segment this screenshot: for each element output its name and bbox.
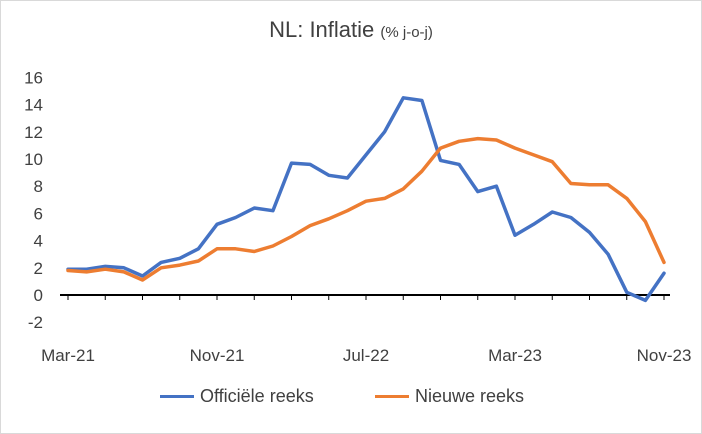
x-tick-label: Mar-21	[41, 346, 95, 365]
y-tick-label: 8	[34, 177, 43, 196]
legend-item-officiele: Officiële reeks	[160, 386, 314, 407]
x-tick-label: Jul-22	[343, 346, 389, 365]
chart-title-block: NL: Inflatie (% j-o-j)	[0, 17, 702, 43]
chart-title: NL: Inflatie	[269, 17, 375, 42]
legend-swatch-nieuwe	[375, 395, 409, 398]
x-tick-label: Nov-23	[637, 346, 692, 365]
y-tick-label: 10	[24, 150, 43, 169]
y-tick-label: 12	[24, 123, 43, 142]
y-tick-label: 4	[34, 232, 43, 251]
y-tick-label: 0	[34, 286, 43, 305]
x-tick-label: Mar-23	[488, 346, 542, 365]
y-tick-label: 14	[24, 96, 43, 115]
y-tick-label: 2	[34, 259, 43, 278]
legend-label-nieuwe: Nieuwe reeks	[415, 386, 525, 406]
chart-subtitle: (% j-o-j)	[380, 24, 433, 41]
legend-swatch-officiele	[160, 395, 194, 398]
legend-label-officiele: Officiële reeks	[200, 386, 314, 406]
x-tick-label: Nov-21	[190, 346, 245, 365]
series-line-officiele	[66, 96, 666, 303]
legend-item-nieuwe: Nieuwe reeks	[375, 386, 524, 407]
series-line-nieuwe	[66, 136, 666, 282]
y-tick-label: 16	[24, 68, 43, 87]
y-tick-label: -2	[28, 313, 43, 332]
y-tick-label: 6	[34, 204, 43, 223]
